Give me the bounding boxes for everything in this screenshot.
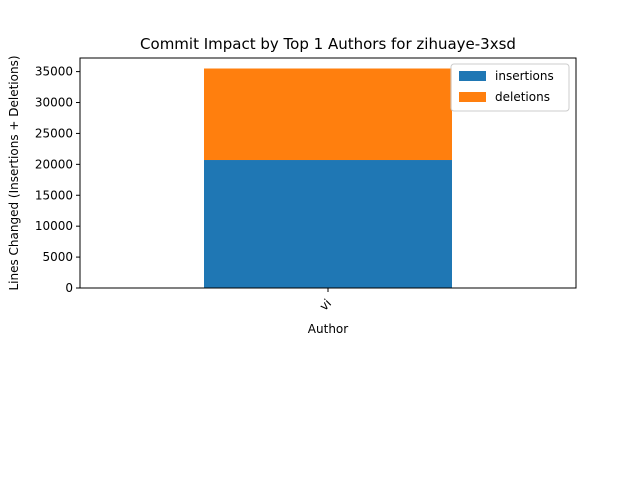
y-tick-label: 35000 [35,65,73,79]
chart-title: Commit Impact by Top 1 Authors for zihua… [140,35,516,53]
y-tick-label: 20000 [35,157,73,171]
y-axis-label: Lines Changed (Insertions + Deletions) [7,55,21,290]
y-tick-label: 5000 [42,250,73,264]
x-axis-label: Author [308,322,348,336]
legend-swatch-insertions [459,71,486,81]
legend-swatch-deletions [459,92,486,102]
plot-frame [79,57,577,289]
y-tick-label: 15000 [35,188,73,202]
y-tick-label: 0 [65,281,73,295]
legend: insertions deletions [450,63,570,112]
legend-label-deletions: deletions [495,90,550,104]
legend-label-insertions: insertions [495,69,554,83]
y-axis-ticks: 0 5000 10000 15000 20000 25000 30000 35000 [35,65,80,295]
bar-insertions-vi [204,160,452,288]
x-axis-ticks: vi [317,288,334,314]
bars-group [204,68,452,288]
y-tick-label: 10000 [35,219,73,233]
y-tick-label: 30000 [35,96,73,110]
y-tick-label: 25000 [35,126,73,140]
bar-deletions-vi [204,68,452,161]
x-tick-label: vi [317,296,334,313]
